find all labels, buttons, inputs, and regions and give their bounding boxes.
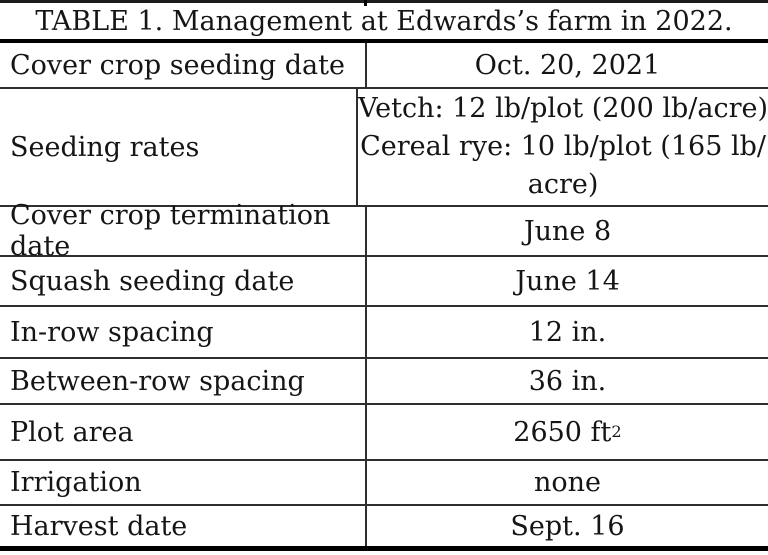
plot-area-value: 2650 ft — [513, 416, 612, 448]
row-value-cell: 12 in. — [528, 316, 607, 348]
row-label-cell: Squash seeding date — [0, 257, 367, 305]
table-row-harvest-date: Harvest date Sept. 16 — [0, 506, 768, 551]
table-title: TABLE 1. Management at Edwards’s farm in… — [0, 3, 768, 43]
row-label-cell: Harvest date — [0, 506, 367, 546]
row-label-cell: Plot area — [0, 405, 367, 459]
table-row-squash-seeding-date: Squash seeding date June 14 — [0, 257, 768, 307]
row-label-cell: Irrigation — [0, 461, 367, 504]
value-line: Vetch: 12 lb/plot (200 lb/acre) — [358, 93, 768, 124]
table-row-between-row-spacing: Between-row spacing 36 in. — [0, 359, 768, 405]
value-line: acre) — [527, 169, 599, 200]
table-row-seeding-rates: Seeding rates Vetch: 12 lb/plot (200 lb/… — [0, 89, 768, 207]
row-value-cell: Sept. 16 — [510, 510, 625, 542]
row-label-cell: Cover crop seeding date — [0, 43, 367, 87]
row-label-cell: Cover crop termination date — [0, 200, 367, 262]
column-divider-top-tick — [364, 0, 367, 6]
table-row-in-row-spacing: In-row spacing 12 in. — [0, 307, 768, 359]
row-value-cell: 2650 ft 2 — [513, 416, 622, 448]
row-value-cell: June 8 — [523, 215, 612, 247]
row-value-cell: 36 in. — [528, 365, 607, 397]
row-label-cell: Between-row spacing — [0, 359, 367, 403]
table-body: Cover crop seeding date Oct. 20, 2021 Se… — [0, 43, 768, 551]
row-label-cell: Seeding rates — [0, 89, 359, 205]
table-row-cover-crop-termination-date: Cover crop termination date June 8 — [0, 200, 768, 262]
table-row-plot-area: Plot area 2650 ft 2 — [0, 405, 768, 461]
row-value-cell: Oct. 20, 2021 — [474, 49, 661, 81]
value-line: Cereal rye: 10 lb/plot (165 lb/ — [360, 131, 766, 162]
table-row-cover-crop-seeding-date: Cover crop seeding date Oct. 20, 2021 — [0, 43, 768, 89]
row-value-cell: Vetch: 12 lb/plot (200 lb/acre) Cereal r… — [358, 89, 768, 205]
row-label-cell: In-row spacing — [0, 307, 367, 357]
table-row-irrigation: Irrigation none — [0, 461, 768, 506]
table-top-rule — [0, 0, 768, 3]
row-value-cell: June 14 — [515, 265, 620, 297]
row-value-cell: none — [533, 467, 601, 498]
